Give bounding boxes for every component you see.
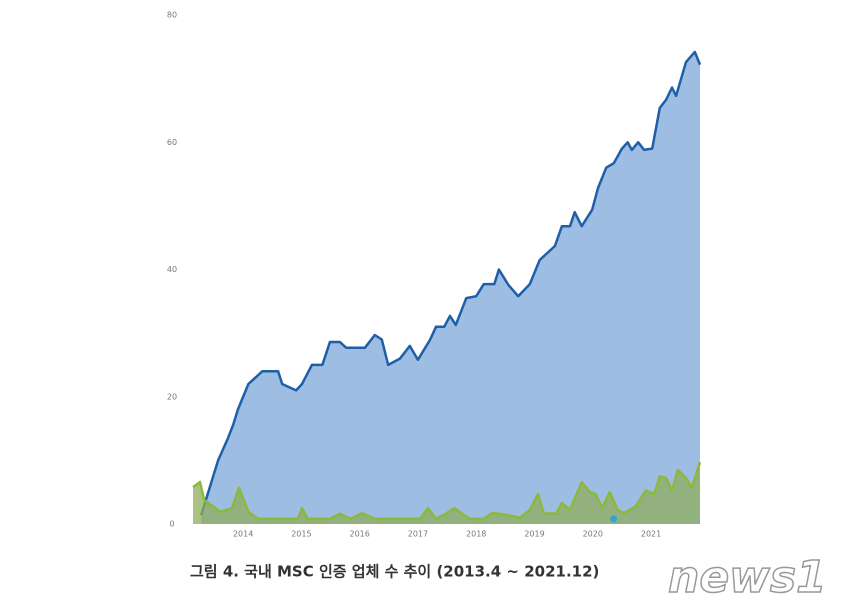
x-tick-label: 2015 <box>291 530 311 539</box>
x-tick-label: 2016 <box>349 530 369 539</box>
watermark: news1 <box>668 552 827 603</box>
y-tick-label: 40 <box>167 265 177 274</box>
x-tick-label: 2014 <box>233 530 253 539</box>
x-tick-label: 2020 <box>583 530 603 539</box>
area-line <box>200 50 702 516</box>
area-line <box>192 461 702 521</box>
y-tick-label: 80 <box>167 11 177 20</box>
x-tick-label: 2021 <box>641 530 661 539</box>
point <box>610 515 618 523</box>
x-tick-label: 2018 <box>466 530 486 539</box>
area-fill <box>201 51 700 525</box>
x-tick-label: 2019 <box>524 530 544 539</box>
x-tick-label: 2017 <box>408 530 428 539</box>
y-tick-label: 60 <box>167 138 177 147</box>
caption: 그림 4. 국내 MSC 인증 업체 수 추이 (2013.4 ~ 2021.1… <box>190 563 599 581</box>
y-tick-label: 20 <box>167 392 177 401</box>
y-tick-label: 0 <box>169 520 174 529</box>
area-fill <box>193 462 700 524</box>
